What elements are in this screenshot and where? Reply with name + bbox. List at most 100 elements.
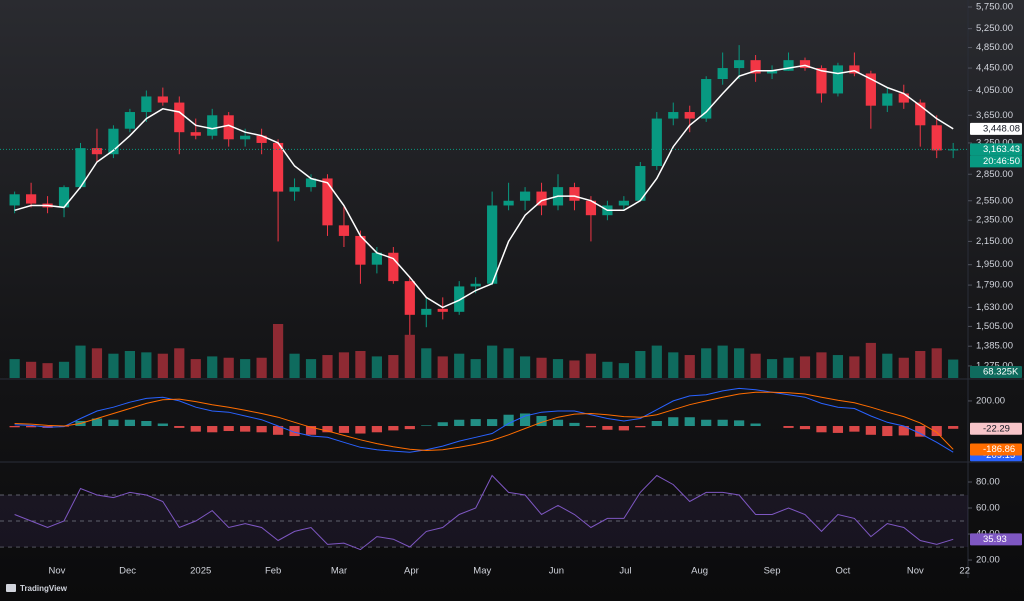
x-tick-label: Sep	[764, 566, 781, 577]
macd-histogram-bar	[305, 426, 317, 435]
macd-histogram-bar	[91, 418, 103, 427]
y-tick-label: 5,750.00	[976, 1, 1013, 12]
candle-body	[371, 252, 382, 265]
candle-body	[454, 286, 465, 312]
value-badge	[970, 533, 1022, 546]
macd-histogram-bar	[618, 426, 629, 431]
macd-histogram-bar	[536, 415, 547, 427]
volume-bar	[157, 353, 168, 378]
volume-bar	[371, 356, 382, 378]
x-tick-label: Jul	[619, 566, 631, 577]
candle-body	[355, 235, 366, 265]
rsi-line	[14, 474, 954, 551]
value-badge	[970, 443, 1022, 456]
macd-histogram-bar	[651, 421, 662, 427]
macd-histogram-bar	[849, 426, 860, 432]
brand-name: TradingView	[20, 584, 68, 593]
x-tick-label: 2025	[190, 566, 211, 577]
macd-histogram-bar	[734, 420, 745, 427]
candle-body	[832, 65, 844, 94]
volume-bar	[141, 352, 152, 378]
volume-bar	[684, 355, 695, 378]
volume-bar	[223, 357, 234, 378]
x-tick-label: Nov	[48, 566, 65, 577]
volume-bar	[421, 348, 432, 378]
macd-histogram-bar	[487, 419, 498, 427]
candle-body	[717, 68, 728, 80]
macd-histogram-bar	[882, 426, 893, 437]
y-tick-label: 1,275.00	[976, 360, 1013, 371]
volume-bar	[25, 361, 37, 378]
candle-body	[816, 68, 827, 94]
volume-bar	[305, 359, 317, 378]
candle-body	[734, 60, 745, 69]
volume-bar	[898, 357, 909, 378]
volume-bar	[668, 352, 679, 378]
value-badge	[970, 143, 1022, 156]
countdown-badge	[970, 155, 1022, 168]
macd-histogram-bar	[322, 426, 333, 433]
volume-bar	[569, 360, 580, 378]
value-badge	[970, 422, 1022, 435]
volume-bar	[816, 352, 827, 378]
candle-body	[272, 142, 284, 192]
value-badge	[970, 122, 1022, 135]
candle-body	[108, 128, 119, 155]
candle-body	[437, 308, 448, 312]
volume-bar	[256, 357, 267, 378]
candle-body	[289, 187, 300, 192]
candle-body	[898, 93, 909, 103]
candle-body	[157, 96, 168, 103]
volume-bar	[618, 363, 629, 378]
volume-bar	[240, 359, 251, 378]
candle-body	[470, 283, 481, 287]
macd-histogram-bar	[25, 426, 37, 428]
volume-bar	[536, 357, 547, 378]
volume-bar	[437, 356, 448, 378]
candle-body	[487, 205, 498, 284]
candle-body	[783, 60, 794, 71]
brand-logo	[6, 584, 16, 592]
candle-body	[585, 200, 597, 216]
x-tick-label: Dec	[119, 566, 136, 577]
x-tick-label: Oct	[835, 566, 850, 577]
candle-body	[882, 93, 893, 106]
macd-histogram-bar	[404, 426, 415, 430]
macd-histogram-bar	[783, 426, 794, 428]
volume-bar	[651, 345, 662, 378]
candle-body	[865, 73, 876, 106]
x-tick-label: May	[473, 566, 491, 577]
brand[interactable]: TradingView	[6, 584, 68, 593]
candle-body	[223, 115, 234, 140]
candle-body	[635, 166, 646, 201]
candle-body	[9, 194, 20, 206]
volume-bar	[519, 356, 531, 378]
volume-bar	[322, 355, 333, 378]
volume-bar	[355, 351, 366, 378]
candle-body	[256, 135, 267, 143]
volume-bar	[207, 356, 218, 378]
macd-histogram-bar	[832, 426, 844, 433]
macd-histogram-bar	[289, 426, 300, 437]
candle-body	[536, 191, 547, 206]
macd-histogram-bar	[272, 426, 284, 435]
value-badge-label: 68.325K	[983, 367, 1019, 378]
y-tick-label: 1,505.00	[976, 321, 1013, 332]
candle-body	[799, 60, 811, 69]
volume-bar	[849, 356, 860, 378]
macd-histogram-bar	[750, 423, 761, 427]
volume-bar	[190, 359, 201, 378]
macd-histogram-bar	[421, 425, 432, 427]
candle-body	[141, 96, 152, 113]
macd-histogram-bar	[569, 422, 580, 427]
volume-bar	[42, 363, 53, 378]
volume-bar	[124, 351, 135, 378]
candle-body	[849, 65, 860, 74]
macd-histogram-bar	[223, 426, 234, 432]
volume-bar	[865, 342, 876, 378]
macd-histogram-bar	[338, 426, 350, 433]
volume-bar	[783, 357, 794, 378]
candle-body	[75, 148, 86, 188]
volume-bar	[766, 359, 778, 378]
